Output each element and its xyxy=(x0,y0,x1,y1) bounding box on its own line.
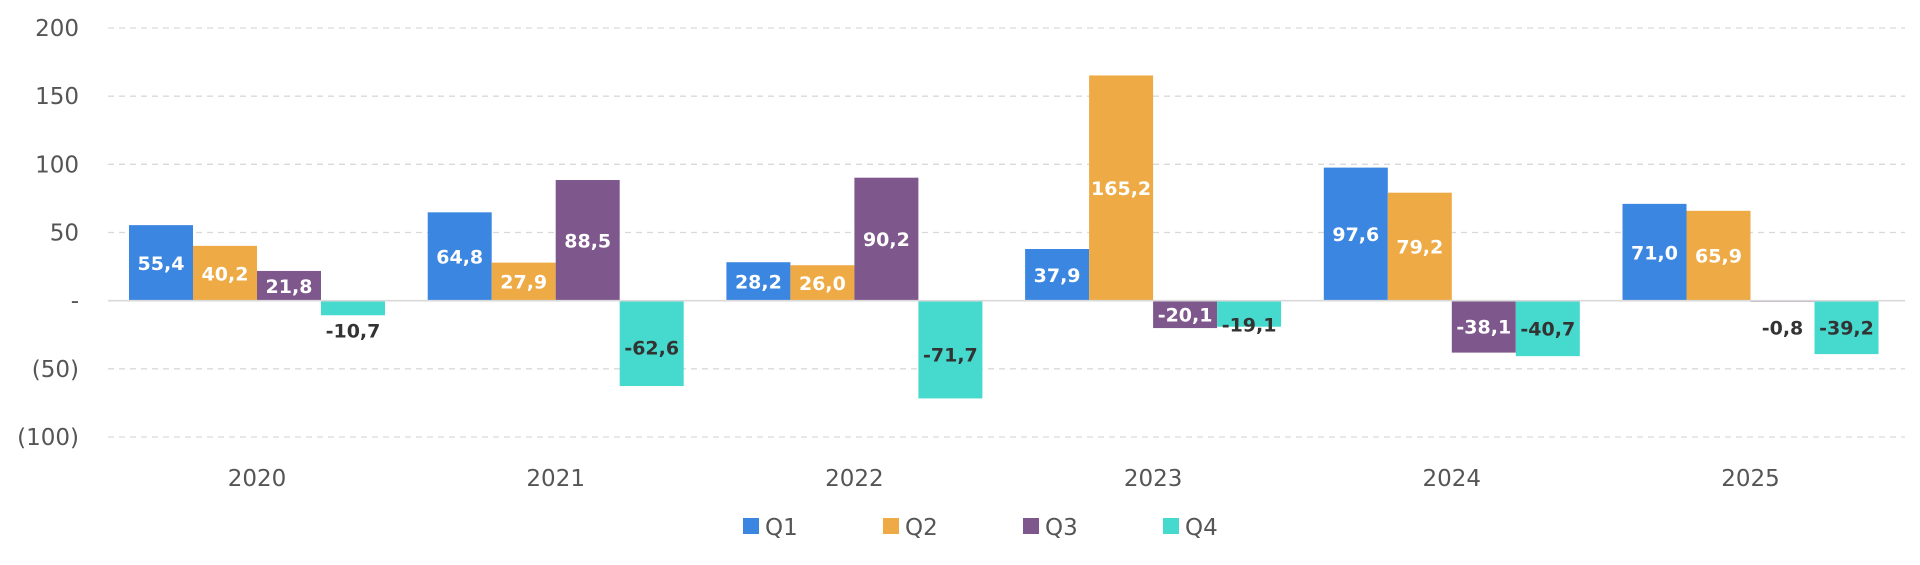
bar-q4-2023 xyxy=(1217,300,1282,327)
data-label-q2-2023: 165,2 xyxy=(1091,178,1151,200)
bar-q1-2020 xyxy=(129,225,193,301)
data-label-q4-2020: -10,7 xyxy=(326,320,381,342)
data-label-q1-2021: 64,8 xyxy=(436,246,483,268)
data-label-q1-2020: 55,4 xyxy=(138,253,185,275)
legend-label-q4: Q4 xyxy=(1185,515,1218,541)
legend-label-q2: Q2 xyxy=(905,515,938,541)
bar-q2-2024 xyxy=(1387,192,1452,301)
data-label-q2-2024: 79,2 xyxy=(1396,237,1443,259)
data-label-q3-2025: -0,8 xyxy=(1762,318,1804,340)
y-tick-label: 100 xyxy=(35,152,79,178)
legend-item-q1[interactable]: Q1 xyxy=(743,515,798,541)
x-tick-label-2025: 2025 xyxy=(1721,466,1780,492)
data-label-q3-2021: 88,5 xyxy=(564,230,611,252)
bar-q1-2022 xyxy=(726,262,791,301)
legend-swatch-q1 xyxy=(743,518,759,534)
y-tick-label: 50 xyxy=(50,221,79,247)
legend-label-q3: Q3 xyxy=(1045,515,1078,541)
y-tick-label: (50) xyxy=(32,357,79,383)
bar-q1-2024 xyxy=(1323,167,1388,301)
bar-q2-2022 xyxy=(790,265,855,301)
data-label-q2-2025: 65,9 xyxy=(1695,246,1742,268)
bar-q2-2025 xyxy=(1686,210,1751,301)
legend-item-q2[interactable]: Q2 xyxy=(883,515,938,541)
x-tick-label-2022: 2022 xyxy=(825,466,884,492)
legend[interactable]: Q1 Q2 Q3 Q4 xyxy=(743,515,1218,541)
data-label-q3-2020: 21,8 xyxy=(266,276,313,298)
bar-q2-2023 xyxy=(1089,75,1154,301)
data-label-q4-2025: -39,2 xyxy=(1819,317,1874,339)
data-label-q4-2021: -62,6 xyxy=(624,338,679,360)
bar-q3-2024 xyxy=(1451,300,1516,353)
legend-item-q4[interactable]: Q4 xyxy=(1163,515,1218,541)
data-labels: 55,4 40,2 21,8 -10,7 64,8 27,9 88,5 -62,6 28,2 26… xyxy=(138,178,1874,366)
bar-q1-2025 xyxy=(1622,203,1687,301)
bar-q1-2023 xyxy=(1025,248,1090,301)
data-label-q3-2024: -38,1 xyxy=(1456,317,1511,339)
x-axis-category-labels: 2020 2021 2022 2023 2024 2025 xyxy=(228,466,1780,492)
legend-item-q3[interactable]: Q3 xyxy=(1023,515,1078,541)
bar-q3-2021 xyxy=(555,180,620,301)
bar-q2-2020 xyxy=(193,245,257,301)
bars xyxy=(129,75,1879,399)
data-label-q3-2023: -20,1 xyxy=(1158,304,1213,326)
data-label-q1-2025: 71,0 xyxy=(1631,242,1678,264)
data-label-q1-2022: 28,2 xyxy=(735,271,782,293)
x-tick-label-2021: 2021 xyxy=(526,466,585,492)
legend-swatch-q2 xyxy=(883,518,899,534)
data-label-q2-2022: 26,0 xyxy=(799,273,846,295)
x-tick-label-2023: 2023 xyxy=(1124,466,1183,492)
y-tick-label: (100) xyxy=(17,425,79,451)
bar-q3-2022 xyxy=(854,177,919,301)
x-tick-label-2024: 2024 xyxy=(1423,466,1482,492)
data-label-q4-2022: -71,7 xyxy=(923,344,978,366)
data-label-q2-2021: 27,9 xyxy=(500,272,547,294)
bar-q2-2021 xyxy=(491,262,556,301)
legend-swatch-q4 xyxy=(1163,518,1179,534)
legend-swatch-q3 xyxy=(1023,518,1039,534)
bar-q3-2023 xyxy=(1153,300,1218,329)
data-label-q2-2020: 40,2 xyxy=(202,263,249,285)
bar-q4-2022 xyxy=(918,300,983,399)
y-tick-label: - xyxy=(71,289,79,315)
y-tick-label: 150 xyxy=(35,84,79,110)
data-label-q4-2024: -40,7 xyxy=(1520,318,1575,340)
bar-q1-2021 xyxy=(427,212,492,301)
bar-q4-2025 xyxy=(1814,300,1879,355)
y-axis-tick-labels: 200 150 100 50 - (50) (100) xyxy=(17,16,79,451)
x-tick-label-2020: 2020 xyxy=(228,466,287,492)
grid-lines xyxy=(108,27,1905,438)
y-tick-label: 200 xyxy=(35,16,79,42)
bar-q4-2024 xyxy=(1515,300,1580,357)
data-label-q1-2023: 37,9 xyxy=(1034,265,1081,287)
data-label-q3-2022: 90,2 xyxy=(863,229,910,251)
data-label-q1-2024: 97,6 xyxy=(1332,224,1379,246)
bar-q4-2020 xyxy=(321,300,385,316)
bar-q4-2021 xyxy=(619,300,684,387)
bar-q3-2020 xyxy=(257,270,321,301)
data-label-q4-2023: -19,1 xyxy=(1222,315,1277,337)
legend-label-q1: Q1 xyxy=(765,515,798,541)
